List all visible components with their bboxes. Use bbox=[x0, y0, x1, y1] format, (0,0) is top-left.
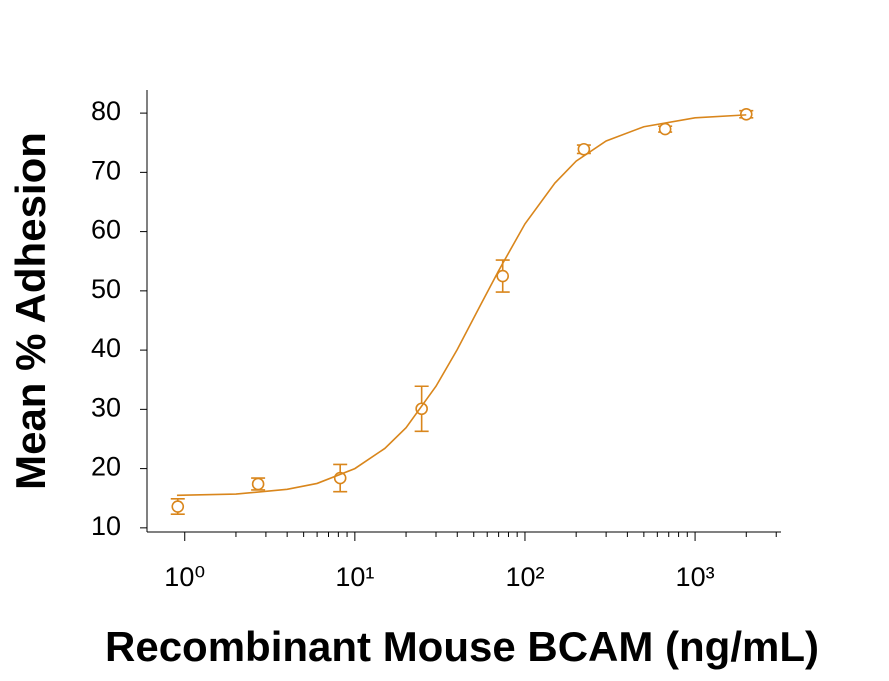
data-point bbox=[251, 477, 265, 491]
y-tick-label: 40 bbox=[91, 333, 121, 363]
data-point bbox=[577, 142, 591, 156]
data-point bbox=[496, 269, 510, 283]
fit-curve bbox=[176, 114, 747, 497]
x-axis-title: Recombinant Mouse BCAM (ng/mL) bbox=[105, 623, 819, 670]
y-tick-label: 50 bbox=[91, 274, 121, 304]
data-point bbox=[415, 402, 428, 416]
y-tick-label: 30 bbox=[91, 392, 121, 422]
data-point bbox=[658, 122, 672, 136]
y-tick-label: 70 bbox=[91, 155, 121, 185]
y-tick-label: 80 bbox=[91, 96, 121, 126]
y-tick-label: 60 bbox=[91, 215, 121, 245]
x-tick-label: 10² bbox=[505, 562, 544, 592]
data-point bbox=[739, 107, 753, 121]
y-tick-label: 10 bbox=[91, 511, 121, 541]
x-tick-label: 10⁰ bbox=[164, 562, 205, 592]
y-tick-label: 20 bbox=[91, 452, 121, 482]
x-tick-label: 10³ bbox=[676, 562, 715, 592]
x-tick-label: 10¹ bbox=[335, 562, 374, 592]
data-point bbox=[171, 500, 185, 513]
y-axis-title: Mean % Adhesion bbox=[7, 132, 54, 490]
